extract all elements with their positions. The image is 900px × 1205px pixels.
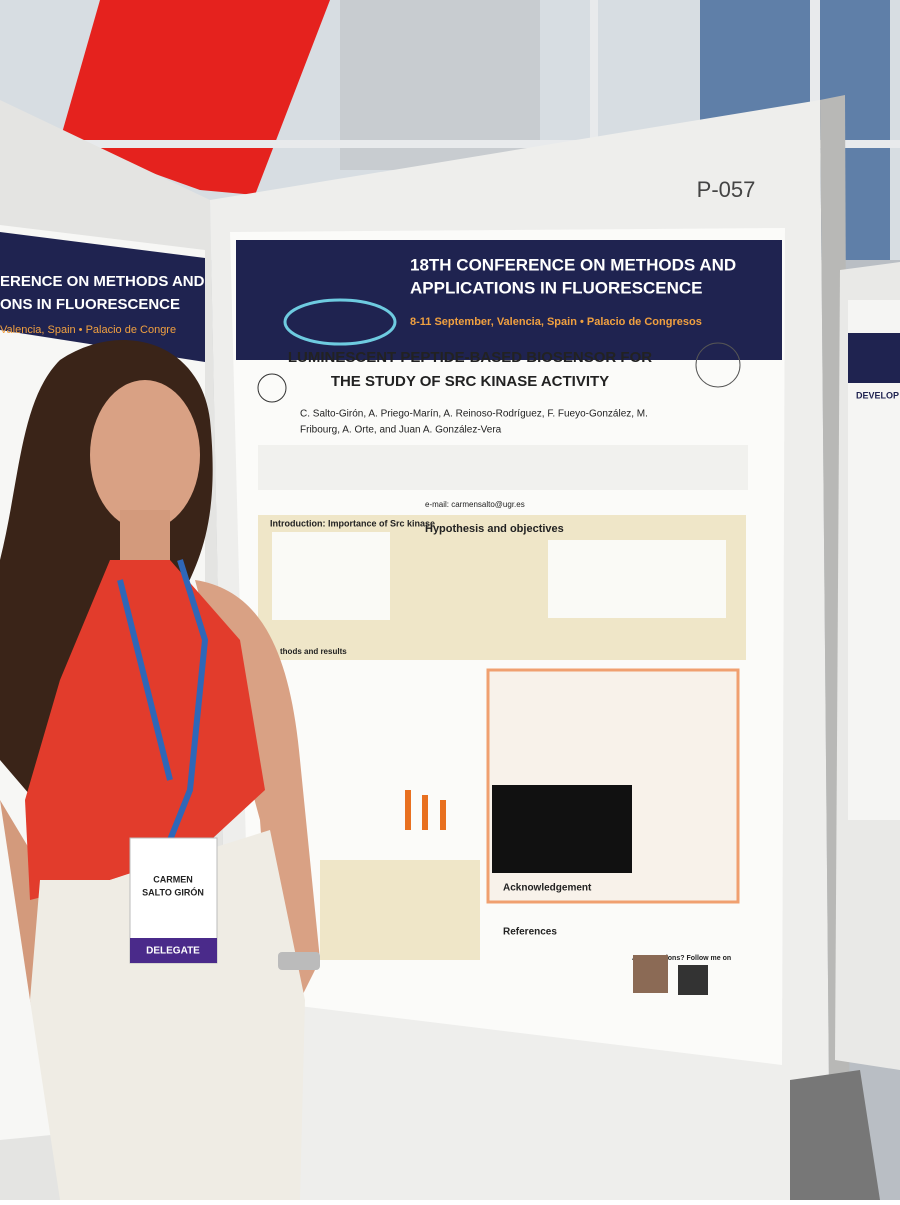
section-heading: Hypothesis and objectives bbox=[425, 523, 564, 535]
right-poster bbox=[848, 300, 900, 820]
left-poster-text: ONS IN FLUORESCENCE bbox=[0, 296, 180, 313]
university-logo bbox=[257, 373, 287, 403]
follow-text: Any questions? Follow me on bbox=[632, 955, 731, 962]
watch bbox=[278, 952, 320, 970]
white-pants bbox=[30, 830, 305, 1200]
conference-name: APPLICATIONS IN FLUORESCENCE bbox=[410, 278, 702, 297]
poster-title: THE STUDY OF SRC KINASE ACTIVITY bbox=[331, 373, 609, 390]
right-poster-text: DEVELOP bbox=[856, 390, 899, 400]
window-frame bbox=[590, 0, 598, 150]
section-heading: thods and results bbox=[280, 647, 347, 656]
intro-figure bbox=[272, 532, 390, 620]
poster-authors: C. Salto-Girón, A. Priego-Marín, A. Rein… bbox=[300, 409, 648, 420]
left-poster-text: Valencia, Spain • Palacio de Congre bbox=[0, 324, 176, 336]
bar-figure bbox=[440, 800, 446, 830]
section-heading: Acknowledgement bbox=[503, 883, 592, 894]
badge-band bbox=[130, 938, 217, 963]
section-heading: Introduction: Importance of Src kinase bbox=[270, 518, 435, 528]
right-poster-header bbox=[848, 333, 900, 383]
window-frame bbox=[0, 140, 900, 148]
badge-name: SALTO GIRÓN bbox=[142, 886, 204, 897]
badge-name: CARMEN bbox=[153, 874, 193, 884]
conference-name: 18TH CONFERENCE ON METHODS AND bbox=[410, 255, 736, 274]
photo-icon bbox=[633, 955, 668, 993]
conference-dates: 8-11 September, Valencia, Spain • Palaci… bbox=[410, 316, 702, 328]
hypothesis-figure bbox=[548, 540, 726, 618]
left-poster-text: ERENCE ON METHODS AND bbox=[0, 273, 205, 290]
booth-number: P-057 bbox=[697, 177, 756, 202]
qr-code bbox=[678, 965, 708, 995]
section-heading: References bbox=[503, 927, 557, 938]
conclusions-panel bbox=[320, 860, 480, 960]
lanyard bbox=[167, 559, 209, 842]
poster-authors: Fribourg, A. Orte, and Juan A. González-… bbox=[300, 425, 502, 436]
microscopy-images bbox=[492, 785, 632, 873]
affiliations bbox=[258, 445, 748, 490]
poster-title: LUMINESCENT PEPTIDE-BASED BIOSENSOR FOR bbox=[288, 349, 652, 366]
left-poster-header bbox=[0, 232, 205, 362]
bag bbox=[790, 1070, 880, 1200]
face bbox=[90, 380, 200, 530]
conference-logo bbox=[283, 298, 397, 346]
bar-figure bbox=[422, 795, 428, 830]
lanyard bbox=[117, 579, 173, 781]
badge-role: DELEGATE bbox=[146, 946, 200, 957]
poster-email: e-mail: carmensalto@ugr.es bbox=[425, 500, 525, 509]
bar-figure bbox=[405, 790, 411, 830]
faculty-logo bbox=[695, 342, 741, 388]
